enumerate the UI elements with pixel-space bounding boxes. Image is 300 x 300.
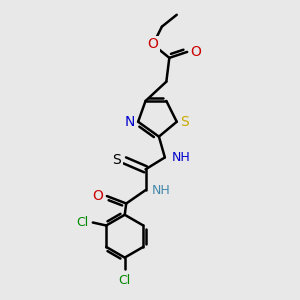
Text: O: O <box>92 189 103 203</box>
Text: O: O <box>148 38 158 52</box>
Text: Cl: Cl <box>76 216 88 229</box>
Text: S: S <box>180 115 189 129</box>
Text: N: N <box>124 115 134 129</box>
Text: O: O <box>190 45 201 59</box>
Text: NH: NH <box>152 184 171 196</box>
Text: NH: NH <box>171 151 190 164</box>
Text: S: S <box>112 153 121 167</box>
Text: Cl: Cl <box>118 274 131 287</box>
